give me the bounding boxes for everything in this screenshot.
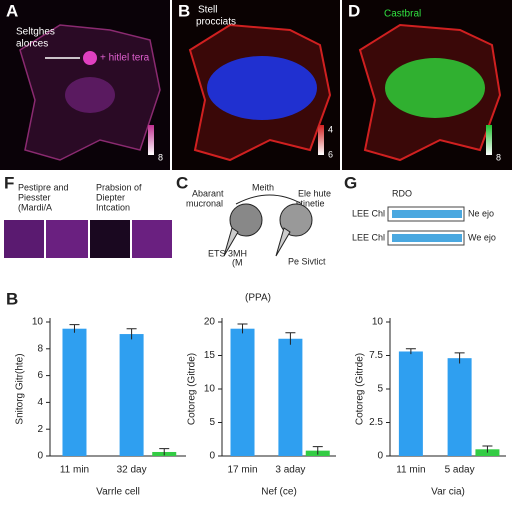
- y-tick-label: 8: [37, 343, 43, 354]
- panel-title: (PPA): [245, 293, 271, 304]
- panel-label: F: [4, 173, 14, 192]
- panel-text: stinetie: [296, 198, 325, 208]
- panel-text: Ele hute: [298, 188, 331, 198]
- y-tick-label: 6: [37, 370, 43, 381]
- panel-d: D Castbral 8: [342, 0, 512, 170]
- bar: [447, 358, 472, 456]
- panel-a: A Seltghes alorces + hitlel tera 8: [0, 0, 170, 170]
- y-axis-label: Cotoreg (Gitrde): [355, 353, 366, 425]
- y-tick-label: 10: [204, 384, 216, 395]
- y-tick-label: 7.5: [369, 350, 383, 361]
- error-bar: [454, 352, 465, 364]
- panel-text: Piesster: [18, 192, 51, 202]
- bar: [62, 328, 87, 456]
- scale-label: 8: [158, 152, 163, 162]
- charts: 0 2 4 6 8 10 11 min 32 day Snitorg Gitr(hte) Varr…: [15, 317, 506, 498]
- y-tick-label: 0: [377, 451, 383, 462]
- y-tick-label: 0: [37, 451, 43, 462]
- x-tick-label: 17 min: [228, 465, 258, 476]
- error-bar: [285, 332, 296, 345]
- panel-text: Diepter: [96, 192, 125, 202]
- error-bar: [126, 328, 137, 340]
- x-tick-label: 32 day: [117, 465, 147, 476]
- panel-label: G: [344, 173, 357, 192]
- panel-title: procciats: [196, 17, 236, 28]
- error-bar: [69, 324, 80, 333]
- panel-label: A: [6, 1, 18, 20]
- panel-text: Pestipre and: [18, 182, 69, 192]
- scale-label: 6: [328, 149, 333, 159]
- panel-text: Intcation: [96, 202, 130, 212]
- x-tick-label: 3 aday: [275, 465, 305, 476]
- panel-label: B: [178, 1, 190, 20]
- scale-label: 8: [496, 152, 501, 162]
- x-axis-label: Nef (ce): [261, 487, 297, 498]
- error-bar: [482, 445, 493, 453]
- panel-title: Castbral: [384, 9, 421, 20]
- y-tick-label: 5: [209, 417, 215, 428]
- panel-b: B Stell procciats 4 6: [172, 0, 340, 170]
- panel-f: F Pestipre and Piesster (Mardi/A Prabsio…: [4, 173, 172, 258]
- x-tick-label: 5 aday: [445, 465, 475, 476]
- panel-text: ETS 3MH: [208, 248, 247, 258]
- x-axis-label: Var cia): [431, 487, 465, 498]
- row-label: LEE Chl: [352, 208, 385, 218]
- panel-g: G RDO LEE Chl Ne ejo LEE Chl We ejo: [344, 173, 496, 246]
- y-tick-label: 0: [209, 451, 215, 462]
- y-axis-label: Cotoreg (Gitrde): [187, 353, 198, 425]
- bar: [398, 351, 423, 456]
- panel-text: Abarant: [192, 188, 224, 198]
- panel-label: D: [348, 1, 360, 20]
- panel-c: C Abarant mucronal Meith Ele hute stinet…: [176, 173, 331, 267]
- y-tick-label: 10: [372, 317, 384, 328]
- panel-title: Seltghes: [16, 27, 55, 38]
- y-tick-label: 10: [32, 317, 44, 328]
- y-tick-label: 20: [204, 317, 216, 328]
- row-tag: We ejo: [468, 232, 496, 242]
- panel-text: Meith: [252, 182, 274, 192]
- panel-text: (M: [232, 257, 243, 267]
- y-tick-label: 2: [37, 424, 43, 435]
- x-axis-label: Varrle cell: [96, 487, 140, 498]
- bar: [278, 338, 303, 456]
- error-bar: [237, 323, 248, 334]
- annotation: + hitlel tera: [100, 53, 150, 64]
- panel-text: mucronal: [186, 198, 223, 208]
- y-tick-label: 5: [377, 384, 383, 395]
- panel-title: Stell: [198, 5, 217, 16]
- row-label: LEE Chl: [352, 232, 385, 242]
- x-tick-label: 11 min: [60, 465, 89, 476]
- panel-text: (Mardi/A: [18, 202, 52, 212]
- y-tick-label: 15: [204, 350, 216, 361]
- panel-label: C: [176, 173, 188, 192]
- x-tick-label: 11 min: [396, 465, 425, 476]
- bar: [230, 328, 255, 456]
- error-bar: [405, 348, 416, 355]
- error-bar: [159, 448, 170, 456]
- error-bar: [312, 446, 323, 455]
- panel-title: alorces: [16, 39, 48, 50]
- y-tick-label: 4: [37, 397, 43, 408]
- panel-text: Pe Sivtict: [288, 256, 326, 266]
- y-axis-label: Snitorg Gitr(hte): [15, 353, 26, 424]
- y-tick-label: 2.5: [369, 417, 383, 428]
- bar: [119, 334, 144, 456]
- scale-label: 4: [328, 124, 333, 134]
- panel-text: RDO: [392, 188, 412, 198]
- row-tag: Ne ejo: [468, 208, 494, 218]
- panel-label: B: [6, 289, 18, 308]
- panel-text: Prabsion of: [96, 182, 142, 192]
